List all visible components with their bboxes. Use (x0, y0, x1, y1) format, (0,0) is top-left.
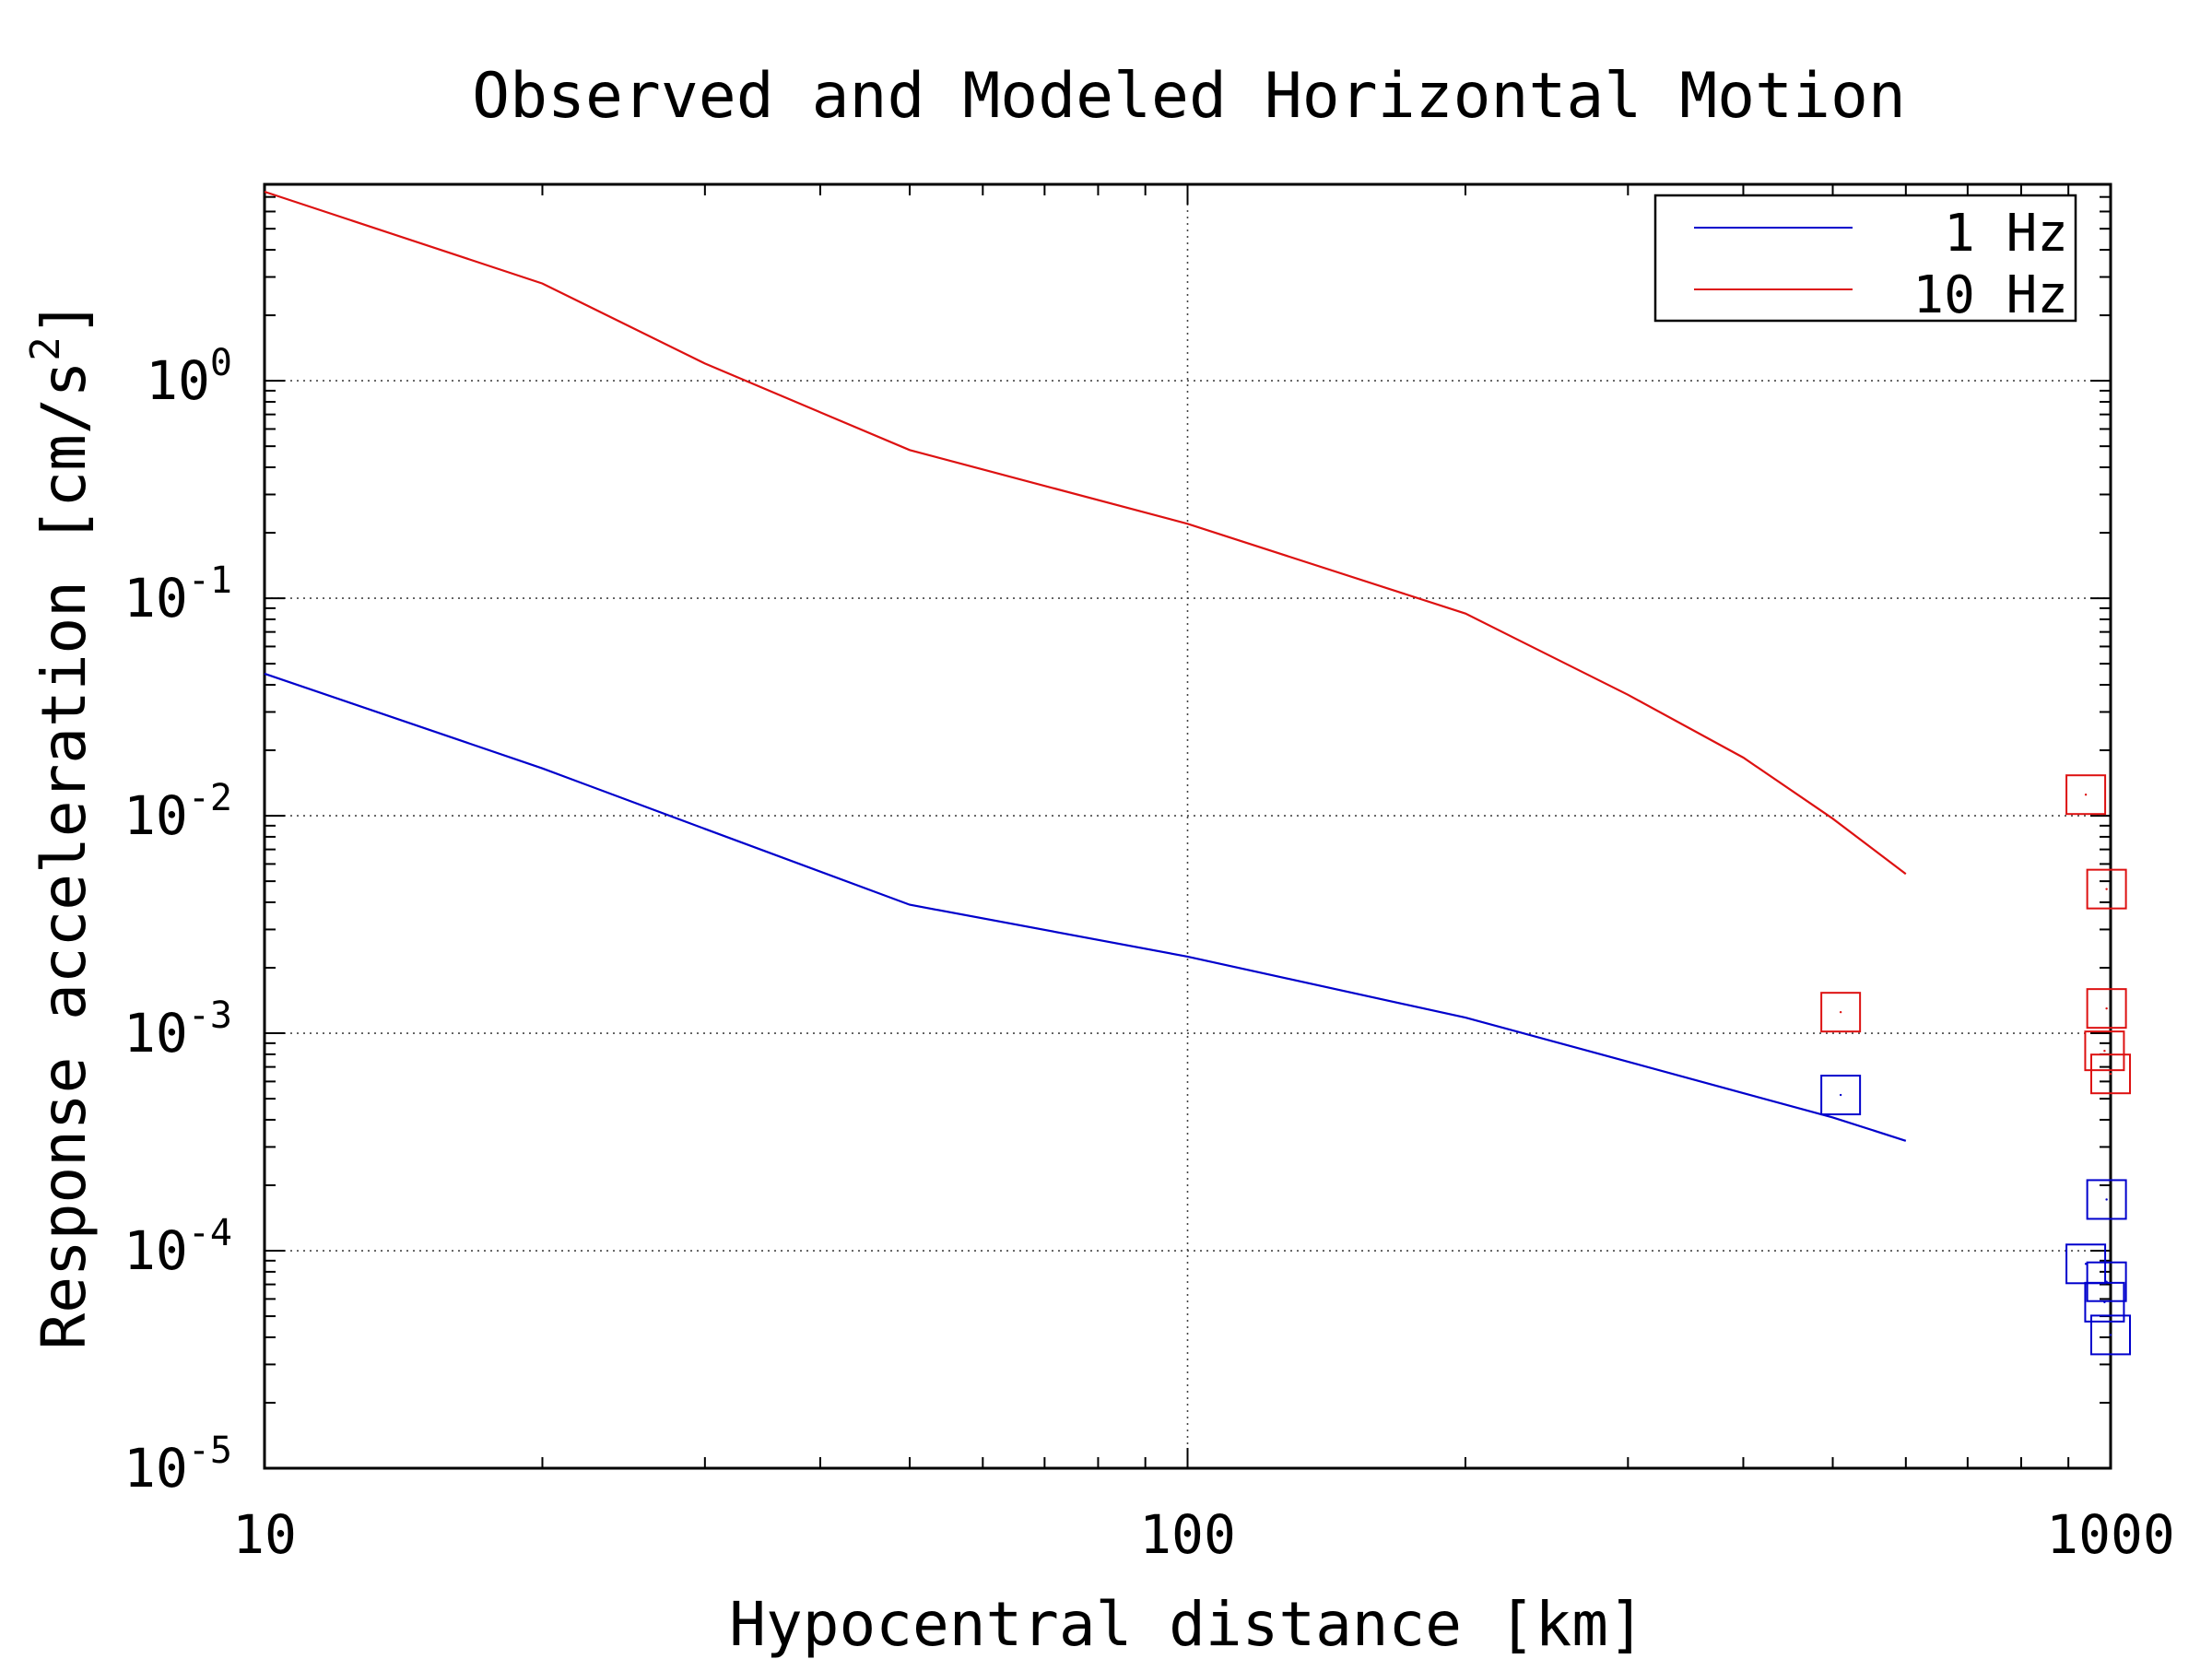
y-tick-label-exponent: -4 (188, 1212, 232, 1254)
observed-point-marker (2090, 1053, 2131, 1095)
legend-box (1653, 194, 2077, 323)
observed-point-dot (2105, 888, 2108, 890)
observed-point-dot (1839, 1010, 1842, 1014)
y-tick-label: 100 (146, 342, 232, 412)
observed-point-dot (2105, 1198, 2108, 1201)
y-tick-label-base: 10 (124, 784, 188, 847)
legend-label-10hz: 10 Hz (1912, 265, 2068, 325)
y-tick-label-base: 10 (124, 567, 188, 629)
y-tick-label-exponent: -1 (188, 559, 232, 602)
y-axis-label: Response acceleration [cm/s2] (22, 300, 100, 1349)
observed-point-marker (2086, 1261, 2127, 1302)
y-tick-label-base: 10 (146, 349, 210, 412)
y-tick-label-base: 10 (124, 1219, 188, 1282)
y-tick-label-exponent: -2 (188, 777, 232, 819)
x-tick-labels: 10 100 1000 (232, 1503, 2175, 1566)
y-tick-label: 10-4 (124, 1212, 232, 1282)
y-tick-label-exponent: -5 (188, 1430, 232, 1472)
y-tick-label: 10-5 (124, 1430, 232, 1500)
series-lines (264, 190, 1907, 1142)
grid (265, 184, 2111, 1468)
plot-frame (263, 182, 2112, 1470)
x-tick-label: 1000 (2046, 1503, 2175, 1566)
observed-point-dot (2103, 1049, 2106, 1053)
observed-markers (1820, 774, 2131, 1356)
y-axis-label-suffix: ] (29, 300, 100, 336)
observed-point-marker (2086, 988, 2127, 1030)
observed-point-marker (1820, 1075, 1862, 1116)
series-line-10hz (264, 190, 1907, 876)
observed-point-dot (2084, 793, 2088, 796)
y-tick-label: 10-2 (124, 777, 232, 847)
observed-point-dot (2103, 1300, 2106, 1304)
observed-point-dot (2105, 1006, 2108, 1010)
y-tick-label-exponent: 0 (210, 342, 232, 384)
y-axis-label-text: Response acceleration [cm/s (29, 361, 100, 1350)
y-axis-label-exponent: 2 (22, 336, 69, 361)
legend: 1 Hz 10 Hz (1653, 194, 2077, 325)
x-tick-label: 100 (1139, 1503, 1236, 1566)
y-tick-label: 10-3 (124, 994, 232, 1065)
observed-point-dot (2109, 1334, 2112, 1336)
y-tick-label-base: 10 (124, 1437, 188, 1500)
legend-label-1hz: 1 Hz (1944, 204, 2068, 264)
x-axis-label: Hypocentral distance [km] (729, 1589, 1644, 1659)
observed-point-marker (2090, 1314, 2131, 1356)
observed-point-dot (1839, 1093, 1842, 1097)
observed-point-marker (2086, 1179, 2127, 1220)
x-tick-label: 10 (232, 1503, 297, 1566)
series-line-1hz (264, 672, 1907, 1142)
chart-title: Observed and Modeled Horizontal Motion (472, 60, 1906, 133)
y-tick-label: 10-1 (124, 559, 232, 629)
observed-point-marker (2086, 868, 2127, 910)
observed-point-marker (2065, 774, 2107, 816)
observed-point-marker (2084, 1281, 2125, 1323)
y-tick-label-exponent: -3 (188, 994, 232, 1037)
observed-point-marker (2084, 1030, 2125, 1072)
observed-point-dot (2109, 1072, 2112, 1076)
observed-point-marker (1820, 992, 1862, 1033)
y-tick-label-base: 10 (124, 1002, 188, 1065)
